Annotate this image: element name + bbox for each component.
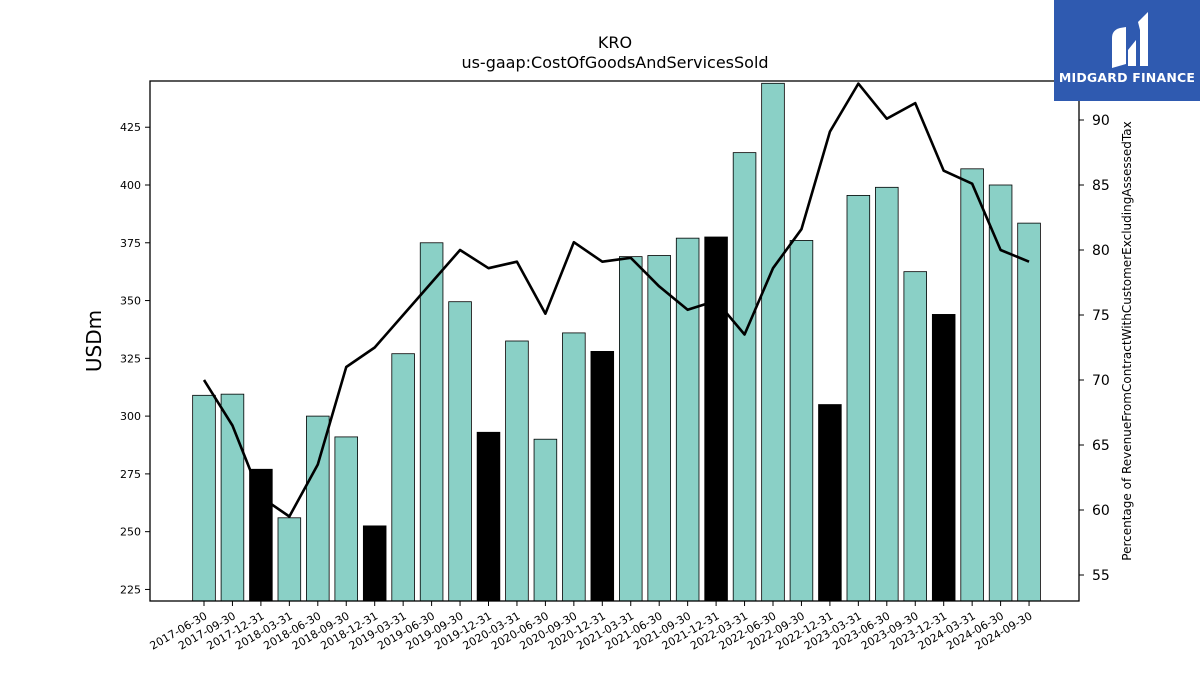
bar-2021-12-31 (704, 236, 728, 602)
bar-2018-12-31 (362, 525, 387, 602)
bar-2019-03-31 (391, 353, 415, 602)
y-tick-label: 275 (120, 468, 141, 481)
y-axis-left: 225 250 275 300 325 350 375 400 425 (120, 121, 150, 596)
y2-tick-label: 60 (1092, 503, 1110, 519)
y2-tick-label: 55 (1092, 568, 1110, 584)
bar-2017-12-31 (249, 468, 273, 602)
midgard-logo-icon (1112, 12, 1148, 68)
chart-title: KRO (598, 33, 632, 52)
bar-2018-09-30 (334, 436, 358, 602)
y-tick-label: 425 (120, 121, 141, 134)
y-tick-label: 300 (120, 410, 141, 423)
x-axis: 2017-06-302017-09-302017-12-312018-03-31… (148, 601, 1035, 653)
y2-tick-label: 70 (1092, 373, 1110, 389)
logo-text: MIDGARD FINANCE (1058, 70, 1196, 85)
bar-2019-06-30 (419, 242, 444, 602)
line-layer (202, 82, 1030, 518)
bar-2022-03-31 (732, 152, 757, 602)
percentage-line (202, 82, 1030, 518)
y2-tick-label: 75 (1092, 308, 1110, 324)
bar-2018-03-31 (277, 517, 302, 602)
plot-frame (149, 80, 1080, 602)
y2-tick-label: 80 (1092, 243, 1110, 259)
bar-2017-06-30 (192, 394, 216, 602)
y-tick-label: 225 (120, 583, 141, 596)
bar-layer (192, 82, 1041, 602)
bar-2021-03-31 (619, 256, 643, 602)
bar-2023-12-31 (931, 314, 956, 602)
bar-2020-12-31 (590, 350, 615, 602)
bar-2020-09-30 (562, 332, 586, 602)
bar-2019-12-31 (476, 431, 501, 602)
bar-2022-06-30 (761, 82, 785, 602)
bar-2024-09-30 (1017, 222, 1041, 602)
bar-2021-09-30 (675, 237, 700, 602)
y-axis-right: 55 60 65 70 75 80 85 90 (1079, 113, 1110, 584)
bar-2022-12-31 (818, 404, 842, 602)
y-tick-label: 375 (120, 237, 141, 250)
bar-2022-09-30 (789, 240, 814, 602)
y2-tick-label: 90 (1092, 113, 1110, 129)
bar-2024-03-31 (960, 168, 984, 602)
bar-2023-03-31 (846, 194, 871, 602)
y-tick-label: 250 (120, 526, 141, 539)
bar-2021-06-30 (647, 255, 671, 602)
bar-2020-03-31 (505, 340, 529, 602)
y2-tick-label: 85 (1092, 178, 1110, 194)
y-tick-label: 350 (120, 295, 141, 308)
bar-2018-06-30 (306, 415, 330, 602)
bar-2020-06-30 (533, 438, 558, 602)
y2-tick-label: 65 (1092, 438, 1110, 454)
y-tick-label: 400 (120, 179, 141, 192)
y-axis-label: USDm (82, 310, 106, 372)
chart-subtitle: us-gaap:CostOfGoodsAndServicesSold (461, 53, 768, 72)
brand-logo: MIDGARD FINANCE (1054, 0, 1200, 101)
bar-2023-09-30 (903, 271, 928, 602)
y2-axis-label: Percentage of RevenueFromContractWithCus… (1120, 121, 1134, 560)
bar-2023-06-30 (875, 186, 899, 602)
y-tick-label: 325 (120, 352, 141, 365)
bar-2019-09-30 (448, 301, 472, 602)
